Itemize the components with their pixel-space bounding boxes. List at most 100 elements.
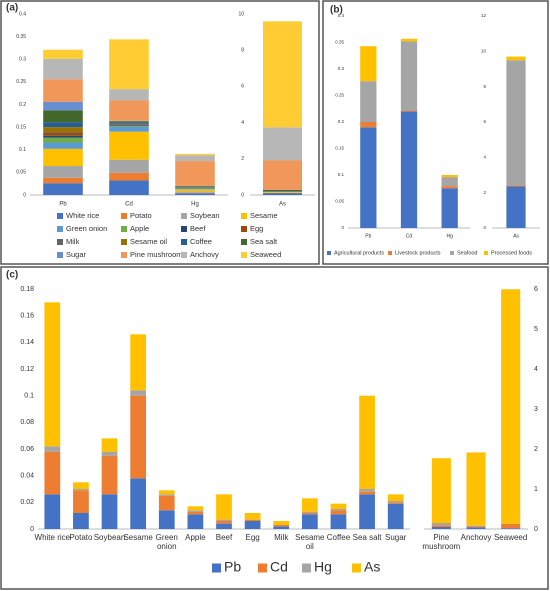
bar-segment (330, 509, 347, 511)
legend-swatch (121, 226, 127, 232)
bar-segment (431, 527, 451, 529)
legend-swatch (241, 226, 247, 232)
y2-tick-label: 2 (241, 156, 244, 162)
bar-segment (301, 513, 318, 515)
x-tick-label: Pb (59, 202, 67, 208)
x-tick-label-box: White rice (34, 533, 71, 542)
y2-tick-label: 2 (483, 190, 486, 195)
legend-label: Agricultural products (334, 250, 384, 256)
bar-segment (431, 523, 451, 526)
y2-tick-label: 0 (241, 192, 244, 198)
x-tick-label: Seaweed (493, 533, 528, 542)
y-tick-label: 0.02 (20, 499, 34, 506)
bar-segment (441, 188, 458, 228)
bar-segment (130, 478, 147, 529)
bar-segment (109, 121, 149, 123)
y2-tick-label: 5 (534, 326, 538, 333)
x-tick-label-box: Apple (185, 533, 205, 542)
bar-segment (109, 39, 149, 90)
x-tick-label: White rice (34, 533, 71, 542)
legend-label: Seaweed (250, 250, 281, 259)
bar-segment (501, 528, 521, 529)
legend-label: Sea salt (250, 237, 278, 246)
legend-label: Sesame oil (130, 237, 167, 246)
bar-segment (359, 491, 375, 495)
x-tick-label-box: Anchovy (461, 533, 492, 542)
y-tick-label: 0.16 (20, 313, 34, 320)
y-tick-label: 0.4 (19, 11, 26, 17)
bar-segment (109, 172, 149, 181)
bar-segment (43, 133, 83, 136)
legend-swatch (57, 226, 63, 232)
bar-segment (101, 455, 118, 495)
legend-swatch (181, 226, 187, 232)
bar-segment (244, 519, 261, 521)
bar-segment (44, 302, 61, 447)
y-tick-label: 0.06 (20, 446, 34, 453)
bar-segment (466, 527, 486, 529)
x-tick-label: Soybean (93, 533, 126, 542)
bar-segment (43, 142, 83, 149)
bar-segment (330, 503, 347, 509)
legend-label: Pine mushroom (130, 250, 183, 259)
x-tick-label: Pb (365, 233, 371, 239)
legend-swatch (181, 213, 187, 219)
bar-segment (43, 79, 83, 102)
bar-segment (44, 494, 61, 529)
y-tick-label: 0.1 (338, 172, 345, 177)
x-tick-label-box: Beef (216, 533, 232, 542)
y-tick-label: 0.3 (338, 66, 345, 71)
y-tick-label: 0 (23, 192, 26, 198)
bar-segment (400, 110, 418, 112)
y2-tick-label: 6 (483, 119, 486, 124)
x-tick-label-box: Egg (245, 533, 259, 542)
bar-segment (501, 523, 521, 529)
bar-segment (175, 161, 215, 186)
bar-segment (43, 148, 83, 167)
bar-segment (130, 334, 147, 391)
bar-segment (216, 494, 232, 520)
bar-segment (273, 526, 290, 529)
bar-segment (109, 159, 149, 173)
y2-tick-label: 3 (534, 406, 538, 413)
bar-segment (216, 521, 232, 524)
y2-tick-label: 2 (534, 446, 538, 453)
y2-tick-label: 6 (534, 286, 538, 293)
bar-segment (158, 494, 175, 496)
legend-label: Green onion (66, 224, 107, 233)
bar-segment (187, 514, 204, 529)
legend-label: Beef (190, 224, 206, 233)
legend-label: Pb (224, 559, 241, 575)
bar-segment (244, 513, 261, 520)
legend-swatch (484, 251, 488, 255)
bar-segment (466, 525, 486, 527)
legend-swatch (352, 563, 361, 573)
bar-segment (359, 395, 375, 489)
bar-segment (43, 58, 83, 80)
bar-segment (43, 177, 83, 184)
bar-segment (43, 110, 83, 123)
bar-segment (109, 180, 149, 195)
legend-label: Potato (130, 211, 152, 220)
bar-segment (441, 186, 458, 189)
bar-segment (158, 490, 175, 495)
y-tick-label: 0.05 (16, 170, 26, 176)
y-tick-label: 0.14 (20, 339, 34, 346)
bar-segment (73, 513, 89, 529)
x-tick-label: Milk (274, 533, 289, 542)
bar-segment (158, 510, 175, 529)
bar-segment (109, 131, 149, 160)
x-tick-label: Sesame (123, 533, 153, 542)
bar-segment (175, 153, 215, 156)
x-tick-label-box: Milk (274, 533, 289, 542)
y-tick-label: 0.05 (335, 199, 344, 204)
bar-segment (330, 510, 347, 515)
x-tick-label-box: Pine mushroom (422, 533, 460, 551)
bar-segment (158, 495, 175, 511)
legend-label: Soybean (190, 211, 220, 220)
bar-segment (330, 514, 347, 529)
legend-label: Anchovy (190, 250, 219, 259)
x-tick-label-box: Sea salt (353, 533, 382, 542)
x-tick-label: As (279, 202, 286, 208)
